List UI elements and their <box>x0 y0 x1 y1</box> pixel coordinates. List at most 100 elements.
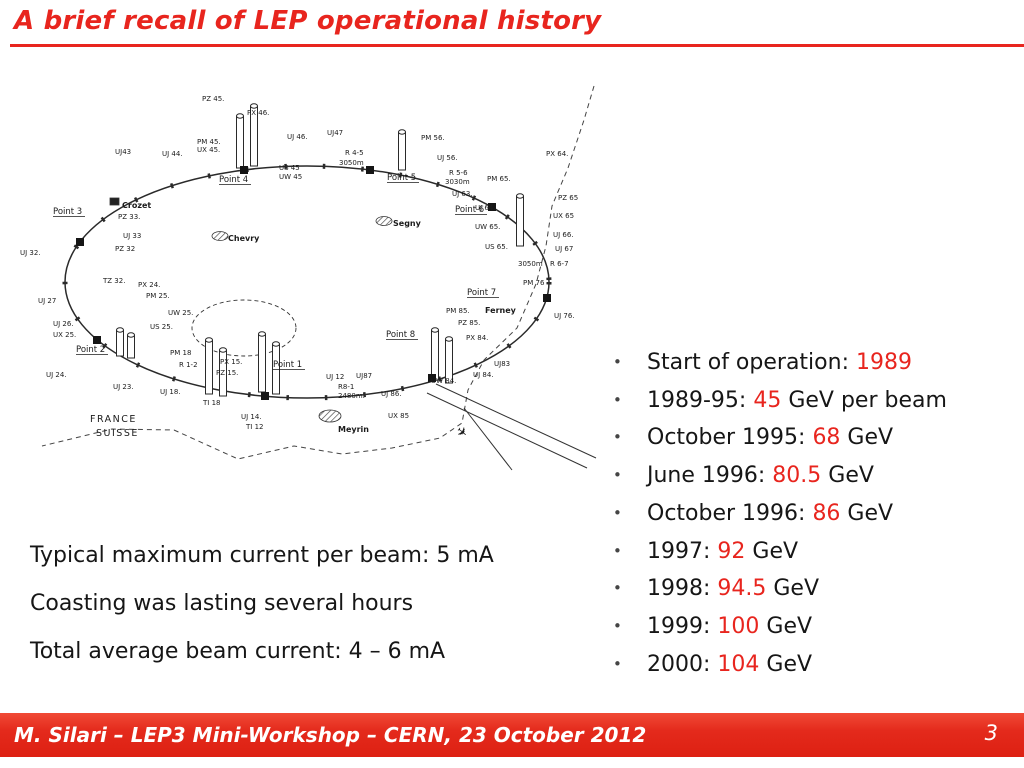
history-item-value: 1989 <box>855 350 912 375</box>
notes-block: Typical maximum current per beam: 5 mA Co… <box>30 543 605 687</box>
history-item: • 1989-95: 45 GeV per beam <box>606 382 1018 420</box>
component-label: 3030m <box>445 178 470 186</box>
component-label: UJ 23. <box>113 383 134 391</box>
town-label: Ferney <box>485 306 517 315</box>
component-label: PM 65. <box>487 175 511 183</box>
component-label: 2480m. <box>338 392 365 400</box>
point-label: Point 2 <box>76 345 105 355</box>
component-label: R 4-5 <box>345 149 364 157</box>
history-item-prefix: 2000: <box>647 651 718 677</box>
history-item-suffix: GeV <box>840 500 894 526</box>
history-item-prefix: 1998: <box>647 576 718 602</box>
history-item: • Start of operation: 1989 <box>606 344 1018 382</box>
component-label: UJ 76. <box>554 312 575 320</box>
component-label: UW 45 <box>279 173 302 181</box>
history-item-prefix: 1999: <box>647 613 718 639</box>
component-label: US 65. <box>485 243 508 251</box>
roads <box>426 383 597 471</box>
shaft-structures <box>116 103 524 397</box>
component-label: PM 25. <box>146 292 170 300</box>
history-list: • Start of operation: 1989 • 1989-95: 45 Ge… <box>606 344 1018 683</box>
bullet-glyph: • <box>613 390 622 409</box>
history-item-value: 80.5 <box>772 463 822 489</box>
point-markers <box>76 166 551 400</box>
bullet-glyph: • <box>613 616 622 635</box>
lep-ring-segments <box>62 163 552 401</box>
town-marker <box>318 409 342 423</box>
history-item: • 1999: 100 GeV <box>606 608 1018 646</box>
bullet-glyph: • <box>613 353 622 371</box>
component-label: PZ 33. <box>118 213 140 221</box>
component-label: UW 25. <box>168 309 193 317</box>
town-label: Crozet <box>122 201 151 210</box>
town-markers <box>109 197 393 423</box>
history-item: • 1998: 94.5 GeV <box>606 570 1018 608</box>
town-label: Segny <box>393 219 422 228</box>
note-line: Total average beam current: 4 – 6 mA <box>30 639 446 664</box>
component-label: PZ 15. <box>216 369 238 377</box>
component-label: TI 18 <box>202 399 220 407</box>
history-item-prefix: Start of operation: <box>647 350 856 375</box>
history-item-suffix: GeV <box>759 651 813 677</box>
point-label: Point 8 <box>386 330 415 340</box>
history-item-prefix: 1997: <box>647 538 718 564</box>
component-label: R 1-2 <box>179 361 198 369</box>
history-item: • 2000: 104 GeV <box>606 646 1018 684</box>
component-label: PM 85. <box>446 307 470 315</box>
component-label: UJ43 <box>115 148 131 156</box>
point-label: Point 3 <box>53 207 82 217</box>
history-item-suffix: GeV <box>766 576 820 602</box>
history-item-prefix: 1989-95: <box>647 387 754 413</box>
component-label: PZ 45. <box>202 95 224 103</box>
component-label: UJ 14. <box>241 413 262 421</box>
component-label: UJ 46. <box>287 133 308 141</box>
country-label: FRANCE <box>90 414 137 425</box>
component-label: UJ 32. <box>20 249 41 257</box>
bullet-glyph: • <box>613 466 622 485</box>
history-item-suffix: GeV <box>745 538 799 564</box>
component-label: UJ 27 <box>38 297 56 305</box>
component-label: UJ 64. <box>475 204 496 212</box>
note-line: Typical maximum current per beam: 5 mA <box>30 543 494 568</box>
bullet-glyph: • <box>613 654 622 673</box>
component-label: UJ 63. <box>452 190 473 198</box>
component-label: UJ 67 <box>555 245 573 253</box>
history-item: • June 1996: 80.5 GeV <box>606 457 1018 495</box>
component-label: UX 65 <box>553 212 574 220</box>
component-label: PM 56. <box>421 134 445 142</box>
component-label: UJ 26. <box>53 320 74 328</box>
history-item: • October 1996: 86 GeV <box>606 495 1018 533</box>
point-label: Point 7 <box>467 288 496 298</box>
history-item-suffix: GeV <box>821 463 874 489</box>
history-item-suffix: GeV per beam <box>781 387 947 413</box>
component-label: UX 85 <box>388 412 409 420</box>
history-item-value: 45 <box>753 387 782 413</box>
component-label: UJ 84. <box>473 371 494 379</box>
history-item-prefix: October 1995: <box>647 425 813 451</box>
bullet-glyph: • <box>613 541 622 560</box>
component-label: UJ 56. <box>437 154 458 162</box>
component-label: PZ 32 <box>115 245 135 253</box>
history-item-value: 94.5 <box>717 576 767 602</box>
history-item-value: 86 <box>812 500 841 526</box>
component-label: PM 76 <box>523 279 545 287</box>
history-item-prefix: October 1996: <box>647 500 813 526</box>
component-label: UJ 18. <box>160 388 181 396</box>
footer-bar: M. Silari – LEP3 Mini-Workshop – CERN, 2… <box>0 713 1024 757</box>
footer-text: M. Silari – LEP3 Mini-Workshop – CERN, 2… <box>14 723 647 747</box>
airplane-icon: ✈ <box>452 424 470 443</box>
town-marker <box>375 216 393 226</box>
bullet-glyph: • <box>613 503 622 522</box>
history-item: • October 1995: 68 GeV <box>606 419 1018 457</box>
history-item-value: 100 <box>717 613 760 639</box>
history-item-suffix: GeV <box>840 425 894 451</box>
point-label: Point 6 <box>455 205 484 215</box>
component-label: US 25. <box>150 323 173 331</box>
component-label: UJ 86. <box>381 390 402 398</box>
component-label: UJ 12 <box>326 373 344 381</box>
component-label: UJ47 <box>327 129 343 137</box>
component-label: PZ 65 <box>558 194 578 202</box>
town-marker <box>211 231 229 241</box>
component-label: TZ 32. <box>102 277 125 285</box>
town-label: Meyrin <box>338 425 369 434</box>
